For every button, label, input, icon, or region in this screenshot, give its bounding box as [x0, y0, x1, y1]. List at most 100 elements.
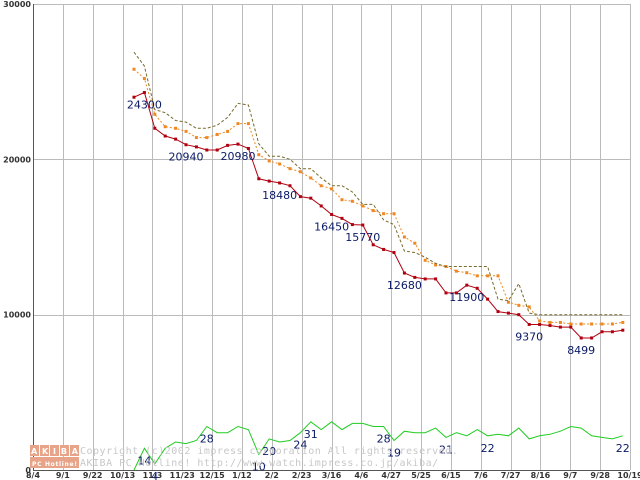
series-point — [392, 251, 396, 255]
series-point — [226, 129, 230, 133]
series-point — [621, 320, 625, 324]
series-point — [548, 320, 552, 324]
data-label: 31 — [304, 428, 318, 441]
x-tick-label: 2/2 — [265, 471, 279, 480]
series-point — [226, 143, 230, 147]
data-label: 20940 — [169, 151, 204, 164]
series-point — [340, 216, 344, 220]
series-point — [423, 258, 427, 262]
series-point — [527, 305, 531, 309]
x-tick-label: 7/27 — [501, 471, 521, 480]
series-point — [309, 196, 313, 200]
series-line — [133, 68, 623, 325]
copyright-line: Copyright (c)2002 impress corporation Al… — [80, 446, 458, 457]
series-point — [423, 277, 427, 281]
series-point — [590, 322, 594, 326]
series-point — [434, 263, 438, 267]
series-point — [465, 271, 469, 275]
series-point — [361, 223, 365, 227]
series-point — [350, 223, 354, 227]
series-point — [142, 77, 146, 81]
series-point — [132, 95, 136, 99]
series-point — [454, 269, 458, 273]
series-point — [517, 303, 521, 307]
series-point — [267, 179, 271, 183]
series-point — [517, 313, 521, 317]
series-point — [236, 122, 240, 126]
series-line — [133, 91, 623, 339]
watermark: AKIBA PC Hotline! Copyright (c)2002 impr… — [30, 445, 458, 469]
series-point — [288, 167, 292, 171]
data-label: 28 — [200, 433, 214, 446]
series-point — [590, 336, 594, 340]
url-line: AKIBA PC Hotline! http://www.watch.impre… — [80, 458, 439, 469]
series-point — [298, 195, 302, 199]
series-point — [548, 324, 552, 328]
series-point — [569, 322, 573, 326]
y-tick-label: 30000 — [3, 0, 31, 9]
series-point — [246, 146, 250, 150]
series-point — [579, 322, 583, 326]
x-tick-label: 1/12 — [232, 471, 252, 480]
series-point — [330, 187, 334, 191]
data-label: 20980 — [221, 150, 256, 163]
series-point — [475, 286, 479, 290]
series-point — [153, 112, 157, 116]
series-point — [506, 311, 510, 315]
series-point — [174, 126, 178, 130]
series-point — [163, 125, 167, 129]
y-tick-label: 10000 — [3, 311, 31, 320]
data-label: 4 — [151, 470, 158, 480]
akiba-logo: AKIBA PC Hotline! — [30, 445, 79, 468]
series-point — [361, 204, 365, 208]
series-point — [236, 142, 240, 146]
x-tick-label: 9/22 — [83, 471, 103, 480]
series-point — [288, 184, 292, 188]
data-label: 10 — [252, 460, 266, 473]
logo-text-bottom: PC Hotline! — [32, 461, 77, 468]
x-axis-ticks: 8/4 9/1 9/22 10/13 11/3 11/23 12/15 1/12 2/2 2/23… — [26, 471, 640, 480]
series-point — [371, 209, 375, 213]
series-point — [153, 126, 157, 130]
x-tick-label: 7/6 — [474, 471, 488, 480]
series-point — [558, 320, 562, 324]
logo-text-top: AKIBA — [31, 447, 79, 456]
data-label: 15770 — [345, 231, 380, 244]
data-label: 28 — [377, 433, 391, 446]
data-label: 19 — [387, 446, 401, 459]
series-point — [413, 241, 417, 245]
x-tick-label: 2/23 — [292, 471, 312, 480]
data-label: 24 — [293, 439, 307, 452]
data-label: 18480 — [262, 189, 297, 202]
x-tick-label: 9/28 — [590, 471, 610, 480]
series-point — [382, 212, 386, 216]
x-tick-label: 4/27 — [381, 471, 401, 480]
series-point — [579, 336, 583, 340]
series-point — [610, 322, 614, 326]
series-point — [174, 137, 178, 141]
series-point — [257, 153, 261, 157]
x-tick-label: 12/15 — [200, 471, 226, 480]
series-point — [330, 212, 334, 216]
x-tick-label: 10/13 — [110, 471, 135, 480]
data-label: 14 — [137, 454, 151, 467]
data-label: 11900 — [449, 291, 484, 304]
series-point — [496, 274, 500, 278]
series-point — [382, 247, 386, 251]
data-label: 24300 — [127, 99, 162, 112]
series-point — [309, 176, 313, 180]
series-point — [142, 91, 146, 95]
x-tick-label: 9/7 — [563, 471, 577, 480]
series-point — [132, 67, 136, 71]
x-tick-label: 9/1 — [56, 471, 70, 480]
y-axis-ticks: 0 10000 20000 30000 — [3, 0, 31, 475]
series-point — [205, 148, 209, 152]
series-point — [298, 170, 302, 174]
series-line — [133, 421, 623, 471]
series-point — [538, 322, 542, 326]
x-tick-label: 3/16 — [322, 471, 342, 480]
series-point — [538, 319, 542, 323]
data-label: 16450 — [314, 220, 349, 233]
data-label: 8499 — [567, 344, 595, 357]
